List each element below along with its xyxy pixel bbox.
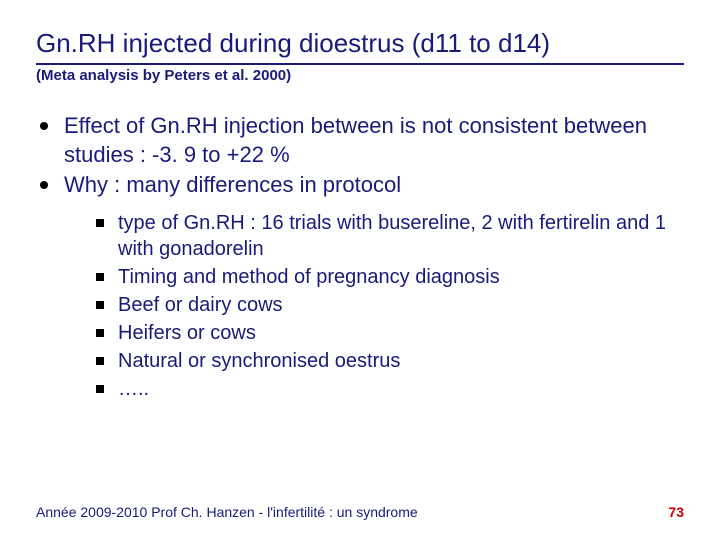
- list-item: Timing and method of pregnancy diagnosis: [96, 264, 684, 290]
- list-item: Beef or dairy cows: [96, 292, 684, 318]
- square-bullet-icon: [96, 219, 104, 227]
- list-item-text: Effect of Gn.RH injection between is not…: [64, 112, 684, 169]
- slide-subtitle: (Meta analysis by Peters et al. 2000): [36, 67, 684, 84]
- list-item: …..: [96, 376, 684, 402]
- slide-footer: Année 2009-2010 Prof Ch. Hanzen - l'infe…: [36, 504, 684, 520]
- list-item-text: Heifers or cows: [118, 320, 256, 346]
- list-item: Natural or synchronised oestrus: [96, 348, 684, 374]
- slide-container: Gn.RH injected during dioestrus (d11 to …: [0, 0, 720, 402]
- list-item-text: Beef or dairy cows: [118, 292, 283, 318]
- square-bullet-icon: [96, 273, 104, 281]
- list-item-text: Timing and method of pregnancy diagnosis: [118, 264, 500, 290]
- list-item-text: Why : many differences in protocol: [64, 171, 401, 200]
- list-item: Why : many differences in protocol: [40, 171, 684, 200]
- main-bullet-list: Effect of Gn.RH injection between is not…: [36, 112, 684, 200]
- sub-bullet-list: type of Gn.RH : 16 trials with buserelin…: [36, 210, 684, 402]
- list-item-text: …..: [118, 376, 149, 402]
- page-number: 73: [668, 504, 684, 520]
- square-bullet-icon: [96, 329, 104, 337]
- list-item: type of Gn.RH : 16 trials with buserelin…: [96, 210, 684, 262]
- square-bullet-icon: [96, 301, 104, 309]
- list-item-text: Natural or synchronised oestrus: [118, 348, 400, 374]
- list-item: Effect of Gn.RH injection between is not…: [40, 112, 684, 169]
- square-bullet-icon: [96, 357, 104, 365]
- bullet-icon: [40, 122, 48, 130]
- bullet-icon: [40, 181, 48, 189]
- slide-title: Gn.RH injected during dioestrus (d11 to …: [36, 28, 684, 65]
- list-item: Heifers or cows: [96, 320, 684, 346]
- square-bullet-icon: [96, 385, 104, 393]
- list-item-text: type of Gn.RH : 16 trials with buserelin…: [118, 210, 684, 262]
- footer-text: Année 2009-2010 Prof Ch. Hanzen - l'infe…: [36, 504, 418, 520]
